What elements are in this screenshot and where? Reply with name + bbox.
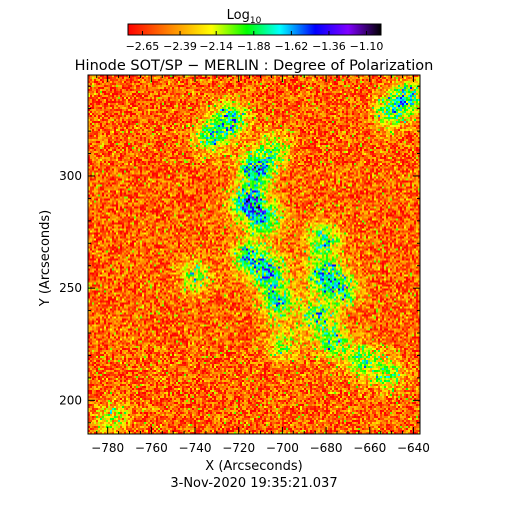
x-tick-label: −660 xyxy=(353,441,386,455)
colorbar-tick-label: −2.39 xyxy=(163,40,197,53)
y-axis-label: Y (Arcseconds) xyxy=(38,210,53,307)
colorbar-tick-label: −1.62 xyxy=(275,40,309,53)
x-tick-label: −780 xyxy=(91,441,124,455)
timestamp: 3-Nov-2020 19:35:21.037 xyxy=(170,476,337,491)
x-tick-label: −720 xyxy=(222,441,255,455)
plot-frame xyxy=(87,74,421,435)
colorbar-tick-label: −1.10 xyxy=(350,40,384,53)
x-tick-label: −760 xyxy=(135,441,168,455)
chart-title: Hinode SOT/SP − MERLIN : Degree of Polar… xyxy=(75,58,434,74)
colorbar-title: Log10 xyxy=(227,8,262,26)
x-tick-label: −680 xyxy=(310,441,343,455)
colorbar-tick-label: −2.14 xyxy=(199,40,233,53)
colorbar-ticks: −2.65 −2.39 −2.14 −1.88 −1.62 −1.36 −1.10 xyxy=(126,31,384,53)
colorbar-tick-label: −2.65 xyxy=(126,40,160,53)
colorbar xyxy=(127,23,382,36)
x-tick-label: −700 xyxy=(266,441,299,455)
y-tick-label: 300 xyxy=(59,169,82,183)
x-tick-label: −640 xyxy=(397,441,430,455)
x-tick-label: −740 xyxy=(179,441,212,455)
y-tick-label: 250 xyxy=(59,281,82,295)
x-axis-label: X (Arcseconds) xyxy=(205,459,302,474)
colorbar-tick-label: −1.88 xyxy=(237,40,271,53)
heatmap-cells xyxy=(88,75,420,434)
x-axis: −780 −760 −740 −720 −700 −680 −660 −640 xyxy=(91,75,430,455)
colorbar-tick-label: −1.36 xyxy=(312,40,346,53)
y-axis: 200 250 300 xyxy=(59,85,420,424)
heatmap-image xyxy=(88,75,420,434)
y-tick-label: 200 xyxy=(59,393,82,407)
